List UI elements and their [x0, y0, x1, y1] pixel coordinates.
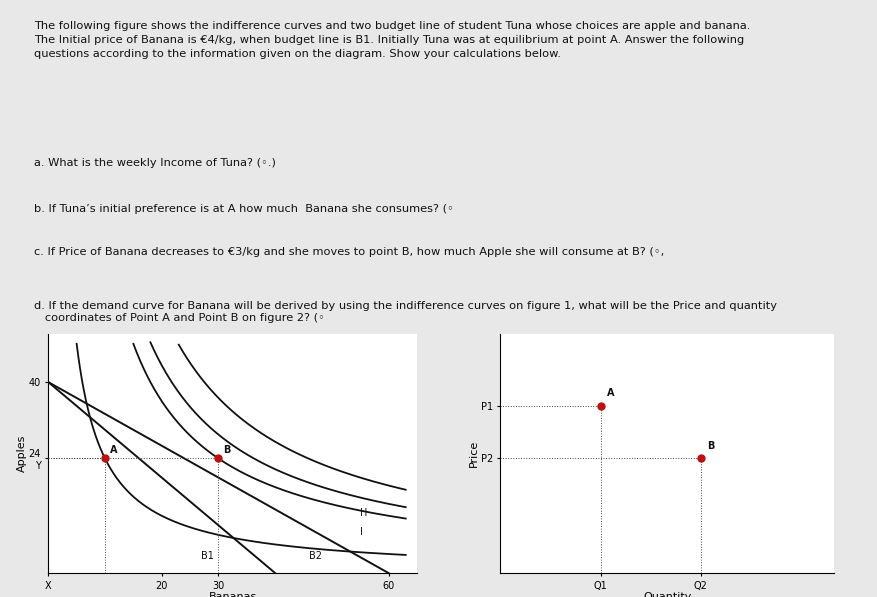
Text: B2: B2 [309, 551, 322, 561]
Text: B: B [707, 441, 714, 451]
Text: b. If Tuna’s initial preference is at A how much  Banana she consumes? (◦: b. If Tuna’s initial preference is at A … [34, 204, 453, 214]
Text: d. If the demand curve for Banana will be derived by using the indifference curv: d. If the demand curve for Banana will b… [34, 301, 776, 323]
Text: B1: B1 [201, 551, 214, 561]
Y-axis label: Price: Price [468, 440, 479, 467]
Text: I: I [360, 527, 363, 537]
X-axis label: Bananas: Bananas [209, 592, 256, 597]
Text: A: A [607, 389, 614, 398]
Text: A: A [110, 445, 117, 455]
Text: c. If Price of Banana decreases to €3/kg and she moves to point B, how much Appl: c. If Price of Banana decreases to €3/kg… [34, 247, 664, 257]
X-axis label: Quantity: Quantity [642, 592, 691, 597]
Text: a. What is the weekly Income of Tuna? (◦.): a. What is the weekly Income of Tuna? (◦… [34, 158, 276, 168]
Text: B: B [223, 445, 230, 455]
Y-axis label: Apples: Apples [17, 435, 27, 472]
Text: H: H [360, 508, 367, 518]
Text: The following figure shows the indifference curves and two budget line of studen: The following figure shows the indiffere… [34, 20, 750, 59]
